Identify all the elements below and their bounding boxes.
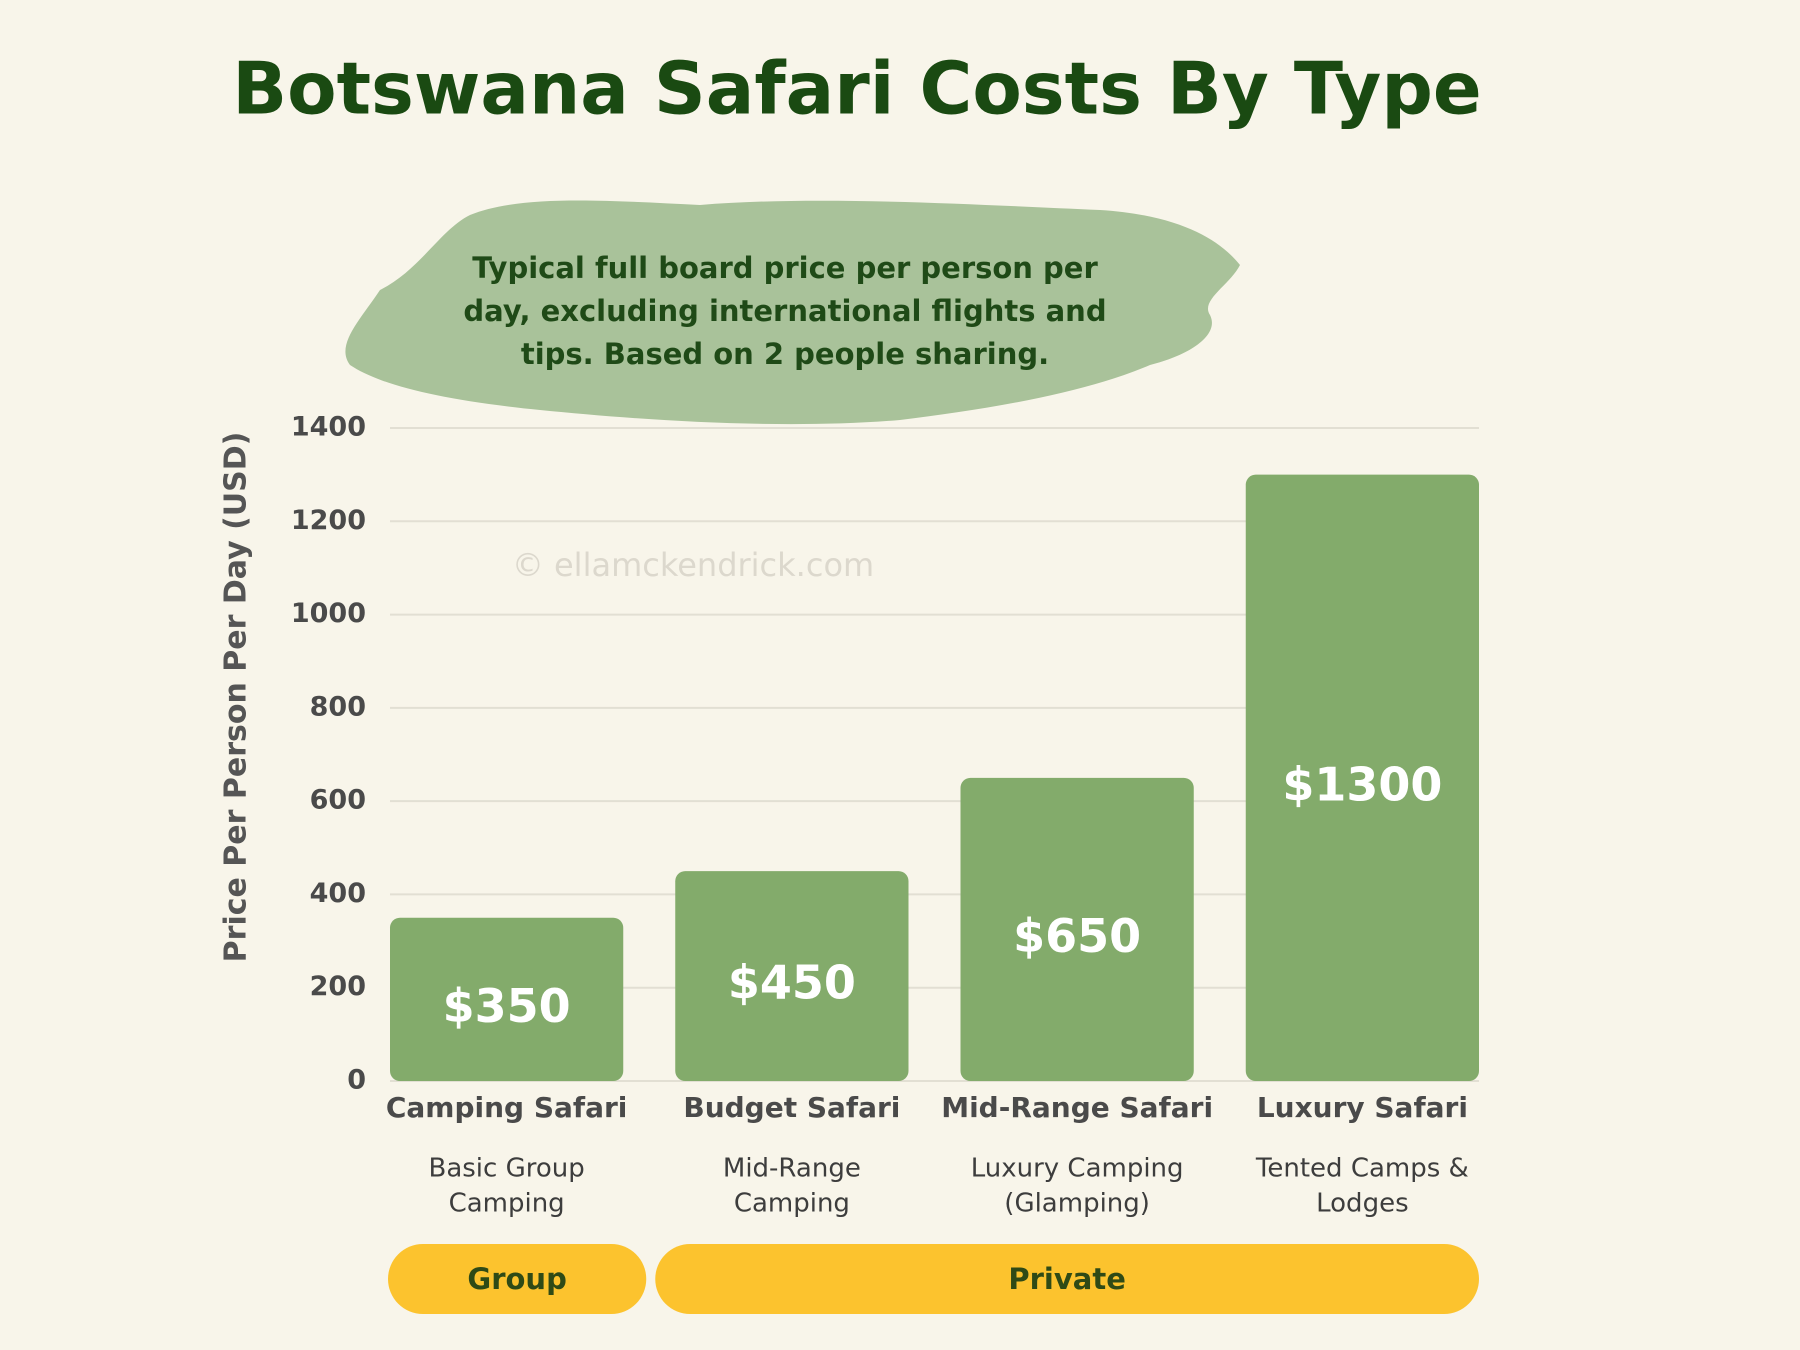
annotation-brush [345, 200, 1240, 425]
y-tick-label: 200 [310, 971, 366, 1002]
bar [390, 917, 624, 1081]
y-tick-label: 600 [310, 785, 366, 816]
category-description: (Glamping) [1004, 1189, 1150, 1219]
value-label: $1300 [1282, 757, 1442, 811]
annotation-line: day, excluding international flights and [463, 294, 1106, 328]
category-description: Tented Camps & [1255, 1154, 1469, 1184]
x-tick-label: Luxury Safari [1257, 1091, 1468, 1124]
value-label: $350 [443, 979, 571, 1033]
category-description: Luxury Camping [971, 1154, 1184, 1184]
value-label: $450 [728, 956, 856, 1010]
chart-title: Botswana Safari Costs By Type [232, 47, 1482, 131]
bar [960, 777, 1194, 1081]
annotation-line: Typical full board price per person per [472, 251, 1098, 285]
category-description: Basic Group [428, 1154, 584, 1184]
watermark: © ellamckendrick.com [512, 546, 874, 584]
category-description: Camping [734, 1189, 850, 1219]
category-description: Mid-Range [723, 1154, 861, 1184]
x-tick-label: Mid-Range Safari [941, 1091, 1213, 1124]
bar [1245, 474, 1479, 1082]
y-tick-label: 1200 [291, 505, 366, 536]
category-description: Lodges [1316, 1189, 1409, 1219]
y-tick-label: 800 [310, 691, 366, 722]
group-label: Private [1008, 1262, 1126, 1296]
y-tick-label: 1000 [291, 598, 366, 629]
y-tick-label: 400 [310, 878, 366, 909]
bar [675, 871, 909, 1081]
category-description: Camping [449, 1189, 565, 1219]
x-tick-label: Camping Safari [386, 1091, 628, 1124]
y-tick-label: 0 [347, 1065, 366, 1096]
value-label: $650 [1013, 909, 1141, 963]
y-axis-label: Price Per Person Per Day (USD) [219, 432, 254, 963]
x-tick-label: Budget Safari [683, 1091, 900, 1124]
group-label: Group [467, 1262, 566, 1296]
group-pill [388, 1244, 647, 1314]
group-pill [655, 1244, 1479, 1314]
annotation-line: tips. Based on 2 people sharing. [521, 337, 1049, 371]
y-tick-label: 1400 [291, 412, 366, 443]
